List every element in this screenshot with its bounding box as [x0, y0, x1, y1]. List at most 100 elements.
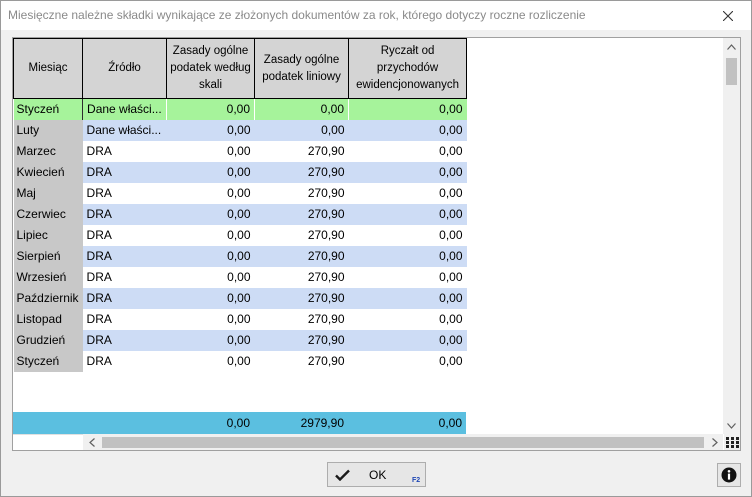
- linear-tax-cell[interactable]: 270,90: [254, 182, 349, 204]
- scale-tax-cell[interactable]: 0,00: [166, 329, 255, 351]
- lump-sum-cell[interactable]: 0,00: [348, 287, 467, 309]
- scale-tax-cell[interactable]: 0,00: [166, 203, 255, 225]
- month-cell[interactable]: Styczeń: [13, 98, 83, 120]
- source-cell[interactable]: DRA: [82, 245, 167, 267]
- linear-tax-cell[interactable]: 0,00: [254, 98, 349, 120]
- column-header-linear-tax[interactable]: Zasady ogólne podatek liniowy: [254, 38, 350, 99]
- table-row[interactable]: Sierpień DRA 0,00 270,90 0,00: [13, 245, 467, 267]
- scale-tax-cell[interactable]: 0,00: [166, 182, 255, 204]
- column-header-source[interactable]: Źródło: [82, 38, 168, 99]
- column-header-scale-tax[interactable]: Zasady ogólne podatek według skali: [166, 38, 256, 99]
- linear-tax-cell[interactable]: 0,00: [254, 119, 349, 141]
- linear-tax-cell[interactable]: 270,90: [254, 224, 349, 246]
- source-cell[interactable]: DRA: [82, 308, 167, 330]
- lump-sum-cell[interactable]: 0,00: [348, 203, 467, 225]
- scale-tax-cell[interactable]: 0,00: [166, 245, 255, 267]
- month-cell[interactable]: Maj: [13, 182, 83, 204]
- column-header-lump-sum[interactable]: Ryczałt od przychodów ewidencjonowanych: [348, 38, 468, 99]
- table-row[interactable]: Styczeń Dane właści... 0,00 0,00 0,00: [13, 98, 467, 120]
- month-cell[interactable]: Sierpień: [13, 245, 83, 267]
- source-cell[interactable]: DRA: [82, 140, 167, 162]
- contributions-grid[interactable]: Miesiąc Źródło Zasady ogólne podatek wed…: [12, 37, 741, 451]
- lump-sum-cell[interactable]: 0,00: [348, 329, 467, 351]
- scale-tax-cell[interactable]: 0,00: [166, 308, 255, 330]
- total-linear-tax: 2979,90: [300, 416, 344, 430]
- lump-sum-cell[interactable]: 0,00: [348, 245, 467, 267]
- lump-sum-cell[interactable]: 0,00: [348, 266, 467, 288]
- scale-tax-cell[interactable]: 0,00: [166, 266, 255, 288]
- lump-sum-cell[interactable]: 0,00: [348, 140, 467, 162]
- table-row[interactable]: Maj DRA 0,00 270,90 0,00: [13, 182, 467, 204]
- close-button[interactable]: [705, 1, 751, 30]
- scroll-down-button[interactable]: [723, 417, 740, 434]
- scroll-left-button[interactable]: [83, 434, 100, 450]
- lump-sum-cell[interactable]: 0,00: [348, 119, 467, 141]
- month-cell[interactable]: Luty: [13, 119, 83, 141]
- horizontal-scrollbar[interactable]: [83, 434, 723, 450]
- scale-tax-cell[interactable]: 0,00: [166, 119, 255, 141]
- month-cell[interactable]: Październik: [13, 287, 83, 309]
- linear-tax-cell[interactable]: 270,90: [254, 140, 349, 162]
- lump-sum-cell[interactable]: 0,00: [348, 161, 467, 183]
- grid-icon: [726, 437, 739, 448]
- scale-tax-cell[interactable]: 0,00: [166, 350, 255, 372]
- month-cell[interactable]: Styczeń: [13, 350, 83, 372]
- source-cell[interactable]: DRA: [82, 350, 167, 372]
- source-cell[interactable]: Dane właści...: [82, 119, 167, 141]
- scroll-right-button[interactable]: [706, 434, 723, 450]
- source-cell[interactable]: DRA: [82, 224, 167, 246]
- source-cell[interactable]: DRA: [82, 329, 167, 351]
- month-cell[interactable]: Marzec: [13, 140, 83, 162]
- scale-tax-cell[interactable]: 0,00: [166, 287, 255, 309]
- lump-sum-cell[interactable]: 0,00: [348, 98, 467, 120]
- month-cell[interactable]: Lipiec: [13, 224, 83, 246]
- scale-tax-cell[interactable]: 0,00: [166, 140, 255, 162]
- month-cell[interactable]: Kwiecień: [13, 161, 83, 183]
- source-cell[interactable]: Dane właści...: [82, 98, 167, 120]
- lump-sum-cell[interactable]: 0,00: [348, 182, 467, 204]
- month-cell[interactable]: Grudzień: [13, 329, 83, 351]
- linear-tax-cell[interactable]: 270,90: [254, 266, 349, 288]
- info-button[interactable]: [717, 463, 741, 487]
- linear-tax-cell[interactable]: 270,90: [254, 203, 349, 225]
- lump-sum-cell[interactable]: 0,00: [348, 350, 467, 372]
- table-row[interactable]: Styczeń DRA 0,00 270,90 0,00: [13, 350, 467, 372]
- column-chooser-button[interactable]: [724, 434, 740, 450]
- linear-tax-cell[interactable]: 270,90: [254, 245, 349, 267]
- month-cell[interactable]: Wrzesień: [13, 266, 83, 288]
- table-row[interactable]: Czerwiec DRA 0,00 270,90 0,00: [13, 203, 467, 225]
- column-header-month[interactable]: Miesiąc: [13, 38, 84, 99]
- vertical-scrollbar[interactable]: [723, 38, 740, 434]
- scale-tax-cell[interactable]: 0,00: [166, 98, 255, 120]
- scale-tax-cell[interactable]: 0,00: [166, 161, 255, 183]
- source-cell[interactable]: DRA: [82, 203, 167, 225]
- table-row[interactable]: Luty Dane właści... 0,00 0,00 0,00: [13, 119, 467, 141]
- linear-tax-cell[interactable]: 270,90: [254, 329, 349, 351]
- table-row[interactable]: Listopad DRA 0,00 270,90 0,00: [13, 308, 467, 330]
- vertical-scroll-thumb[interactable]: [726, 58, 737, 85]
- lump-sum-cell[interactable]: 0,00: [348, 224, 467, 246]
- table-row[interactable]: Lipiec DRA 0,00 270,90 0,00: [13, 224, 467, 246]
- source-cell[interactable]: DRA: [82, 266, 167, 288]
- linear-tax-cell[interactable]: 270,90: [254, 287, 349, 309]
- table-row[interactable]: Październik DRA 0,00 270,90 0,00: [13, 287, 467, 309]
- ok-button[interactable]: OK F2: [327, 462, 426, 487]
- month-cell[interactable]: Czerwiec: [13, 203, 83, 225]
- table-row[interactable]: Grudzień DRA 0,00 270,90 0,00: [13, 329, 467, 351]
- table-row[interactable]: Kwiecień DRA 0,00 270,90 0,00: [13, 161, 467, 183]
- source-cell[interactable]: DRA: [82, 287, 167, 309]
- chevron-left-icon: [88, 438, 95, 447]
- horizontal-scroll-thumb[interactable]: [102, 437, 704, 448]
- linear-tax-cell[interactable]: 270,90: [254, 161, 349, 183]
- lump-sum-cell[interactable]: 0,00: [348, 308, 467, 330]
- linear-tax-cell[interactable]: 270,90: [254, 350, 349, 372]
- table-row[interactable]: Marzec DRA 0,00 270,90 0,00: [13, 140, 467, 162]
- linear-tax-cell[interactable]: 270,90: [254, 308, 349, 330]
- source-cell[interactable]: DRA: [82, 182, 167, 204]
- scroll-up-button[interactable]: [723, 38, 740, 55]
- source-cell[interactable]: DRA: [82, 161, 167, 183]
- month-cell[interactable]: Listopad: [13, 308, 83, 330]
- table-row[interactable]: Wrzesień DRA 0,00 270,90 0,00: [13, 266, 467, 288]
- scale-tax-cell[interactable]: 0,00: [166, 224, 255, 246]
